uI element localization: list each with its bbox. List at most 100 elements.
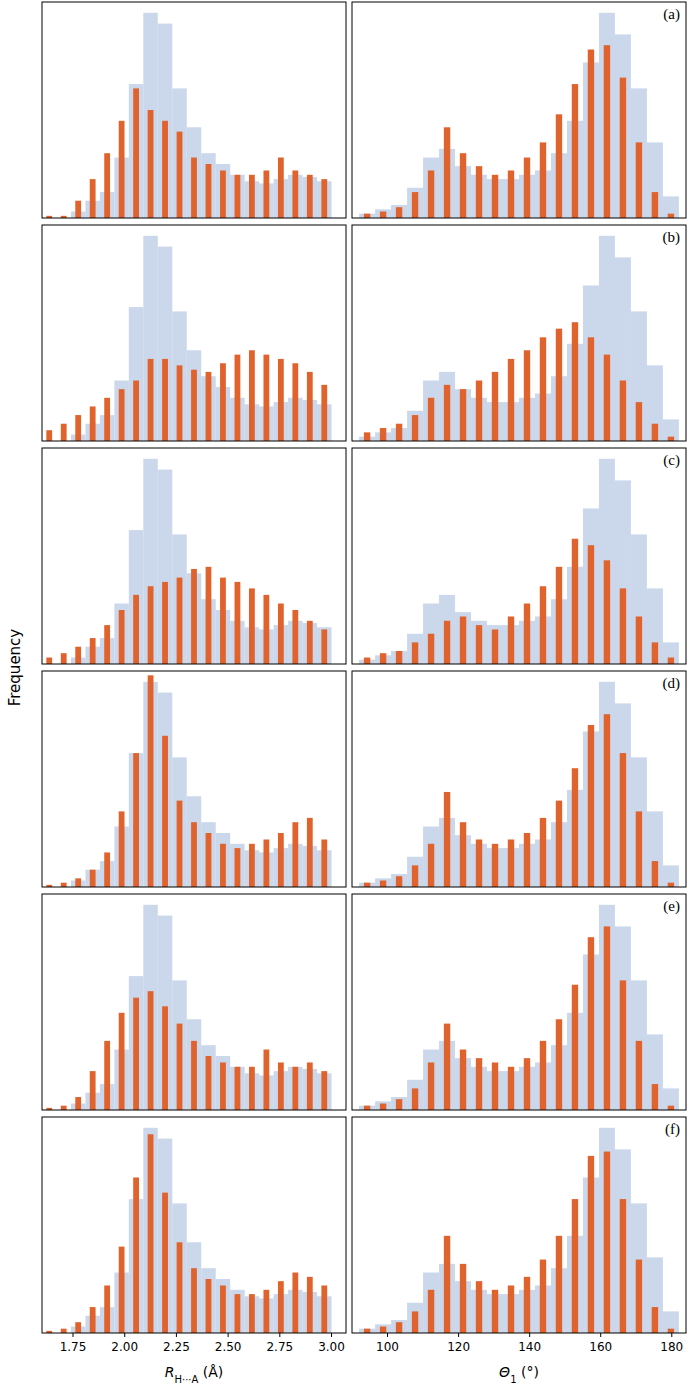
bar-orange [492, 844, 498, 887]
bar-orange [492, 629, 498, 664]
bar-orange [278, 1281, 284, 1333]
bar-blue [158, 470, 172, 664]
tick-label: 140 [518, 1340, 541, 1354]
bar-blue [615, 1149, 631, 1333]
bar-orange [90, 179, 96, 218]
bar-orange [75, 201, 81, 218]
bar-orange [412, 415, 418, 441]
bar-blue [599, 13, 615, 218]
bar-orange [460, 1050, 466, 1110]
bar-orange [206, 833, 212, 887]
bar-orange [620, 753, 626, 887]
bar-blue [407, 411, 423, 441]
bar-orange [396, 651, 402, 664]
bar-orange [636, 402, 642, 441]
bar-orange [476, 166, 482, 218]
panel-label: (a) [663, 6, 680, 23]
frame [42, 671, 346, 887]
bar-blue [375, 1324, 391, 1333]
panel: Frequency [6, 2, 346, 706]
bar-orange [396, 424, 402, 441]
bar-orange [540, 818, 546, 887]
bar-orange [380, 1327, 386, 1333]
bar-orange [321, 385, 327, 441]
bar-orange [380, 881, 386, 887]
bar-orange [572, 768, 578, 887]
bar-orange [119, 121, 125, 218]
bar-orange [321, 1071, 327, 1110]
bar-orange [508, 1285, 514, 1333]
bar-orange [235, 175, 241, 218]
bar-orange [620, 588, 626, 664]
bar-orange [668, 1106, 674, 1110]
bar-orange [249, 1294, 255, 1333]
bar-orange [428, 398, 434, 441]
panel [42, 894, 346, 1110]
panel: (f)100120140160180Θ1 (°) [352, 1117, 686, 1385]
bar-orange [588, 337, 594, 441]
bar-blue [647, 811, 663, 887]
bar-orange [604, 560, 610, 664]
tick-label: 2.50 [215, 1340, 242, 1354]
tick [600, 1333, 601, 1337]
bar-orange [249, 1067, 255, 1110]
bar-orange [235, 355, 241, 441]
bar-orange [444, 792, 450, 887]
bar-orange [636, 142, 642, 218]
bar-blue [423, 158, 439, 218]
bar-orange [61, 1329, 67, 1333]
bar-blue [391, 1320, 407, 1333]
bar-blue [599, 905, 615, 1110]
bar-blue [663, 419, 679, 441]
bar-orange [191, 370, 197, 441]
bar-orange [278, 833, 284, 887]
bar-blue [201, 1045, 215, 1110]
bar-blue [663, 642, 679, 664]
bar-orange [292, 1067, 298, 1110]
bar-blue [407, 1303, 423, 1333]
bar-blue [187, 350, 201, 441]
bar-orange [61, 653, 67, 664]
bar-blue [143, 13, 157, 218]
bar-blue [423, 827, 439, 887]
bars [46, 13, 331, 218]
bar-orange [321, 839, 327, 887]
bar-orange [588, 1156, 594, 1333]
bar-blue [615, 34, 631, 218]
bar-blue [423, 381, 439, 441]
bar-orange [460, 1264, 466, 1333]
bar-orange [292, 170, 298, 218]
bars [46, 675, 331, 887]
bar-orange [148, 586, 154, 664]
bar-blue [172, 757, 186, 887]
bar-orange [133, 88, 139, 218]
bar-orange [133, 595, 139, 664]
bar-orange [636, 1041, 642, 1110]
panel-label: (d) [663, 675, 681, 692]
bar-orange [307, 1062, 313, 1110]
bar-orange [508, 616, 514, 664]
bar-orange [668, 1329, 674, 1333]
bar-orange [104, 153, 110, 218]
bars [359, 905, 679, 1110]
bar-blue [187, 1242, 201, 1333]
bar-orange [556, 114, 562, 218]
bar-blue [114, 604, 128, 664]
bar-blue [230, 844, 244, 887]
bar-orange [177, 578, 183, 664]
bar-orange [148, 1134, 154, 1333]
bar-orange [75, 415, 81, 441]
bar-blue [439, 595, 455, 664]
tick-label: 100 [376, 1340, 399, 1354]
bar-orange [292, 822, 298, 887]
bar-orange [75, 878, 81, 887]
bar-orange [278, 359, 284, 441]
bar-orange [104, 398, 110, 441]
bar-orange [604, 355, 610, 441]
bar-orange [364, 1106, 370, 1110]
bar-blue [663, 865, 679, 887]
bar-orange [380, 212, 386, 218]
bars [359, 1128, 679, 1333]
bar-blue [391, 205, 407, 218]
bar-orange [604, 926, 610, 1110]
